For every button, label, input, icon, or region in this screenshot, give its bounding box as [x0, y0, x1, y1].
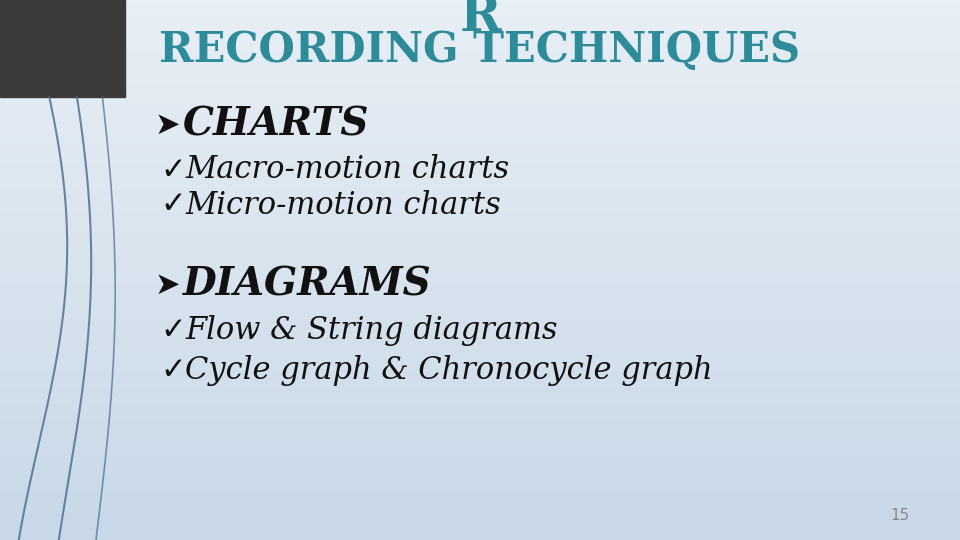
Text: Cycle graph & Chronocycle graph: Cycle graph & Chronocycle graph: [185, 354, 712, 386]
Text: RECORDING TECHNIQUES: RECORDING TECHNIQUES: [159, 29, 801, 71]
Text: ✓: ✓: [160, 191, 185, 219]
Text: Macro-motion charts: Macro-motion charts: [185, 154, 509, 186]
Text: ➤: ➤: [155, 111, 180, 139]
Text: ✓: ✓: [160, 355, 185, 384]
Text: DIAGRAMS: DIAGRAMS: [183, 266, 432, 304]
Text: ✓: ✓: [160, 156, 185, 185]
Text: R: R: [459, 0, 501, 42]
Text: 15: 15: [890, 508, 910, 523]
Text: CHARTS: CHARTS: [183, 106, 370, 144]
Text: ✓: ✓: [160, 315, 185, 345]
Text: ➤: ➤: [155, 271, 180, 300]
Text: Micro-motion charts: Micro-motion charts: [185, 190, 501, 220]
Text: Flow & String diagrams: Flow & String diagrams: [185, 314, 558, 346]
Polygon shape: [0, 0, 125, 97]
